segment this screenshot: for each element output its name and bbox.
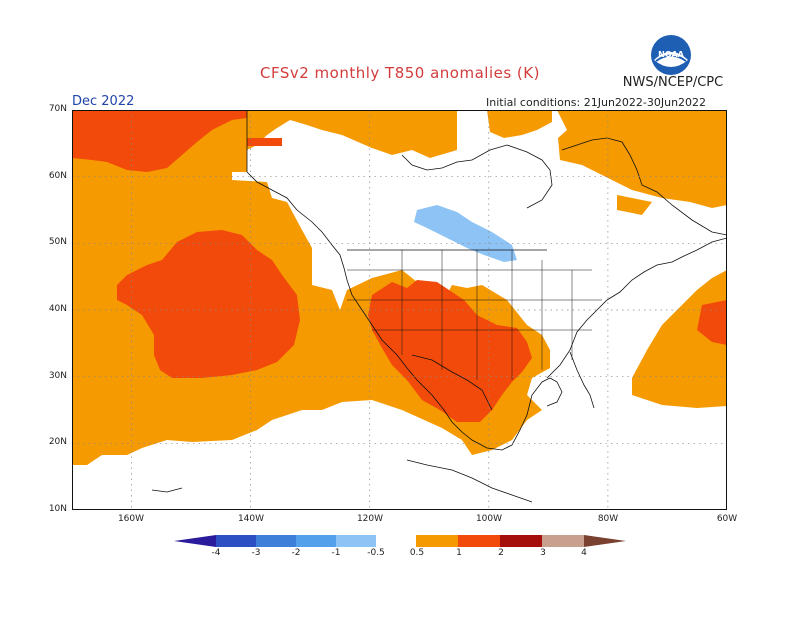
colorbar <box>174 535 626 547</box>
colorbar-label: 0.5 <box>409 548 425 558</box>
lat-label-50n: 50N <box>48 237 67 247</box>
colorbar-label: -4 <box>211 548 221 558</box>
colorbar-label: -3 <box>251 548 261 558</box>
anomaly-red-areas <box>72 110 727 422</box>
colorbar-label: 1 <box>456 548 462 558</box>
lat-label-60n: 60N <box>48 171 67 181</box>
lon-label-80w: 80W <box>597 514 619 524</box>
anomaly-blue-area <box>414 205 517 262</box>
lat-label-40n: 40N <box>48 304 67 314</box>
noaa-logo: NOAA <box>650 34 692 76</box>
logo-text: NOAA <box>658 50 684 59</box>
colorbar-label: -2 <box>291 548 301 558</box>
lat-label-30n: 30N <box>48 371 67 381</box>
graticule <box>72 110 727 510</box>
colorbar-label: 3 <box>540 548 546 558</box>
lat-label-10n: 10N <box>48 504 67 514</box>
initial-conditions: Initial conditions: 21Jun2022-30Jun2022 <box>486 96 707 109</box>
org-label: NWS/NCEP/CPC <box>622 75 724 90</box>
lon-label-120w: 120W <box>356 514 384 524</box>
colorbar-label: -0.5 <box>367 548 385 558</box>
state-borders <box>347 250 602 380</box>
colorbar-label: 4 <box>581 548 587 558</box>
lon-label-60w: 60W <box>716 514 738 524</box>
coastlines <box>151 110 727 503</box>
lat-label-20n: 20N <box>48 437 67 447</box>
lon-label-100w: 100W <box>475 514 503 524</box>
lon-label-160w: 160W <box>117 514 145 524</box>
anomaly-map <box>72 110 727 510</box>
lon-label-140w: 140W <box>237 514 265 524</box>
month-label: Dec 2022 <box>72 94 135 109</box>
colorbar-label: 2 <box>498 548 504 558</box>
lat-label-70n: 70N <box>48 104 67 114</box>
map-title: CFSv2 monthly T850 anomalies (K) <box>260 64 540 82</box>
colorbar-label: -1 <box>331 548 341 558</box>
